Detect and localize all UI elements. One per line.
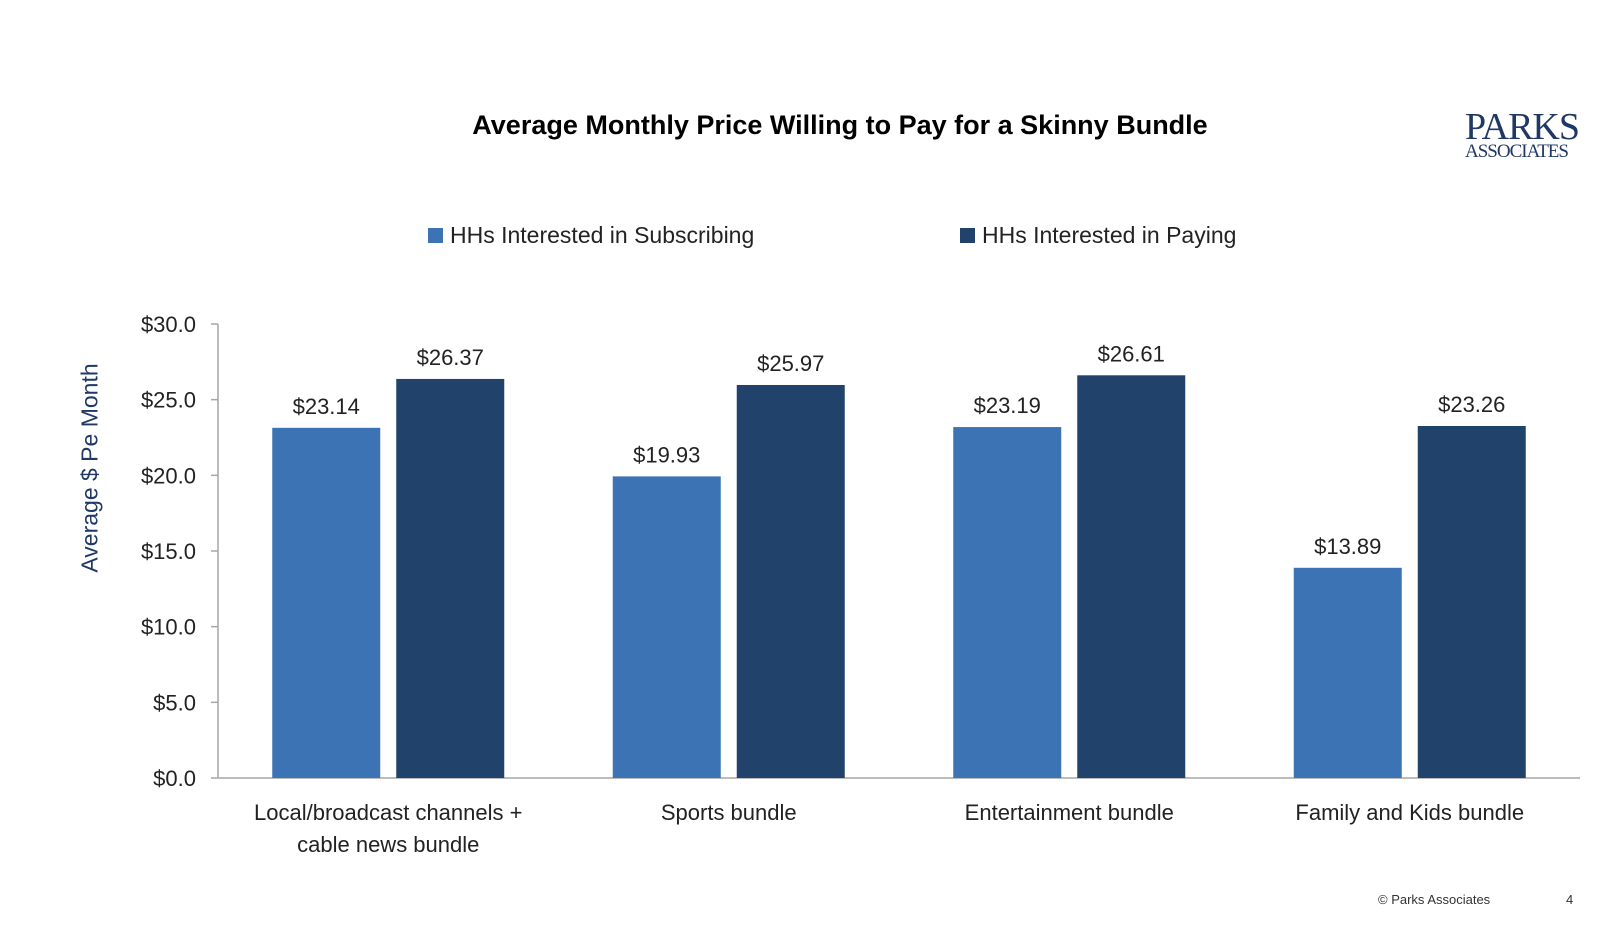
data-label: $23.19	[974, 393, 1041, 418]
data-label: $23.14	[293, 394, 360, 419]
logo-line-1: PARKS	[1465, 106, 1580, 148]
bar-paying	[1077, 375, 1186, 778]
chart-title: Average Monthly Price Willing to Pay for…	[472, 110, 1208, 140]
x-category-label: cable news bundle	[297, 832, 479, 857]
y-tick-label: $15.0	[141, 539, 196, 564]
footer-copyright: © Parks Associates	[1378, 892, 1491, 907]
legend-item-paying: HHs Interested in Paying	[960, 222, 1236, 249]
x-category-label: Entertainment bundle	[965, 800, 1174, 825]
y-tick-label: $25.0	[141, 388, 196, 413]
bar-subscribing	[612, 476, 721, 778]
bar-subscribing	[272, 427, 381, 778]
y-tick-label: $5.0	[153, 690, 196, 715]
footer-page-number: 4	[1566, 892, 1574, 907]
legend-swatch-subscribing	[428, 228, 443, 243]
y-tick-label: $0.0	[153, 766, 196, 791]
parks-associates-logo: PARKS ASSOCIATES	[1465, 108, 1585, 161]
data-label: $26.37	[417, 345, 484, 370]
logo-line-2: ASSOCIATES	[1465, 141, 1569, 162]
data-label: $25.97	[757, 351, 824, 376]
y-tick-label: $30.0	[141, 312, 196, 337]
y-tick-label: $20.0	[141, 463, 196, 488]
bar-paying	[1417, 425, 1526, 778]
bar-paying	[736, 384, 845, 778]
legend-label-paying: HHs Interested in Paying	[982, 222, 1237, 248]
x-category-label: Sports bundle	[661, 800, 797, 825]
data-label: $19.93	[633, 442, 700, 467]
legend-swatch-paying	[960, 228, 975, 243]
bar-subscribing	[1293, 567, 1402, 778]
y-tick-label: $10.0	[141, 615, 196, 640]
bar-paying	[396, 378, 505, 778]
chart-legend: HHs Interested in Subscribing HHs Intere…	[0, 222, 1620, 252]
legend-item-subscribing: HHs Interested in Subscribing	[428, 222, 754, 249]
legend-label-subscribing: HHs Interested in Subscribing	[450, 222, 755, 248]
bar-subscribing	[953, 427, 1062, 778]
data-label: $23.26	[1438, 392, 1505, 417]
x-category-label: Local/broadcast channels +	[254, 800, 522, 825]
x-category-label: Family and Kids bundle	[1295, 800, 1524, 825]
data-label: $26.61	[1098, 341, 1165, 366]
data-label: $13.89	[1314, 534, 1381, 559]
